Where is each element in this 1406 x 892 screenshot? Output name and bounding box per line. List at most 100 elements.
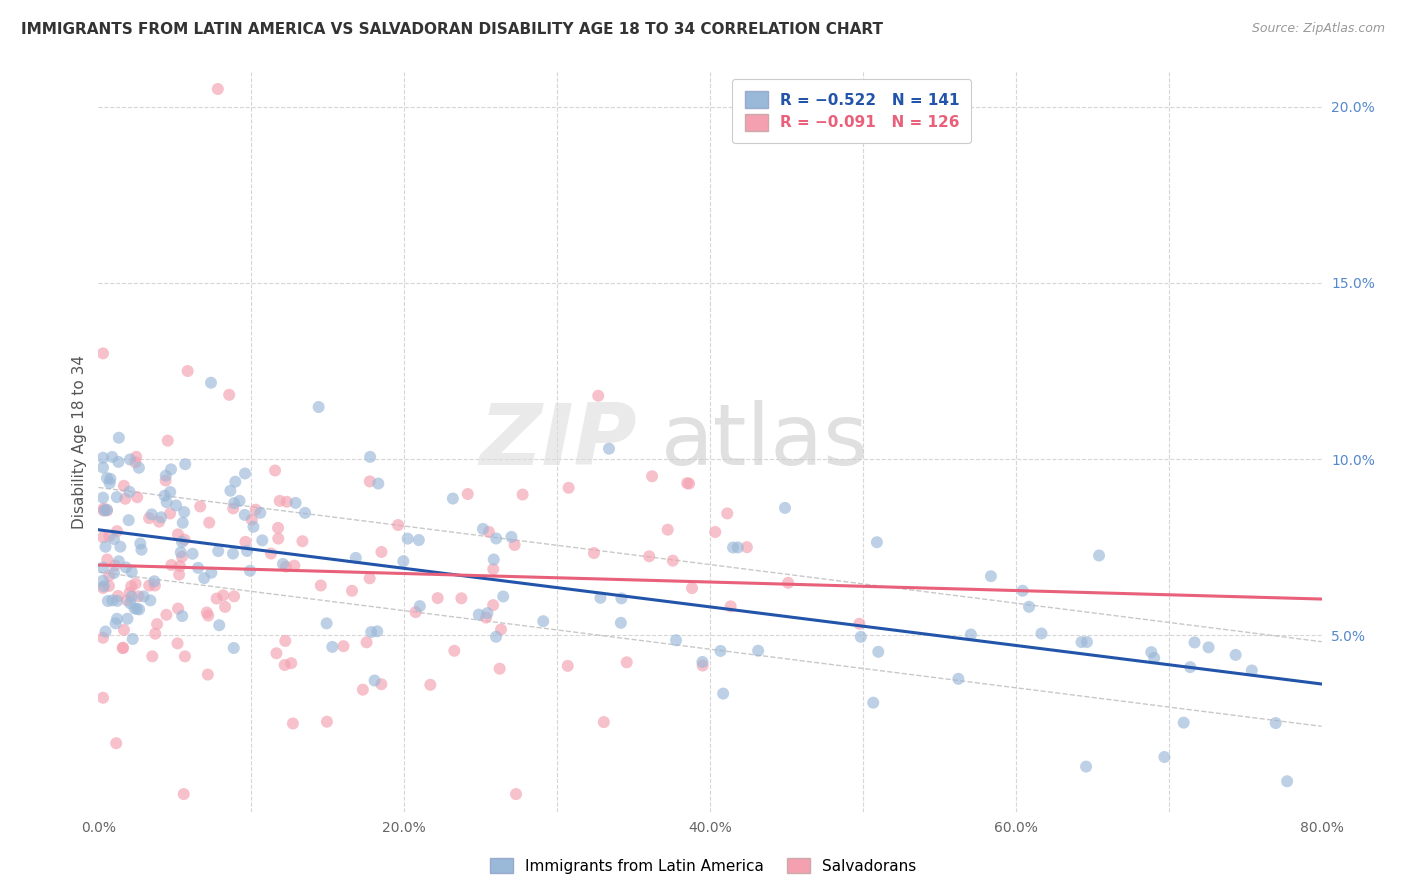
Point	[172, 609, 194, 624]
Point	[127, 490, 149, 504]
Point	[735, 540, 758, 554]
Point	[267, 532, 290, 546]
Point	[128, 602, 150, 616]
Point	[1180, 660, 1202, 674]
Point	[276, 495, 298, 509]
Point	[363, 673, 385, 688]
Point	[485, 532, 508, 546]
Point	[101, 593, 124, 607]
Point	[1173, 715, 1195, 730]
Point	[242, 520, 264, 534]
Point	[104, 558, 127, 573]
Point	[173, 533, 195, 547]
Point	[359, 475, 381, 489]
Point	[531, 614, 554, 628]
Point	[124, 601, 146, 615]
Point	[187, 561, 209, 575]
Point	[482, 562, 505, 576]
Point	[1275, 774, 1298, 789]
Point	[662, 554, 685, 568]
Point	[146, 617, 169, 632]
Point	[360, 625, 382, 640]
Point	[589, 591, 612, 605]
Point	[98, 568, 121, 582]
Legend: Immigrants from Latin America, Salvadorans: Immigrants from Latin America, Salvadora…	[484, 852, 922, 880]
Point	[118, 513, 141, 527]
Point	[224, 475, 246, 489]
Point	[308, 400, 330, 414]
Point	[1240, 664, 1263, 678]
Point	[610, 591, 633, 606]
Text: Source: ZipAtlas.com: Source: ZipAtlas.com	[1251, 22, 1385, 36]
Point	[352, 682, 374, 697]
Point	[1184, 635, 1206, 649]
Point	[160, 558, 183, 572]
Point	[512, 487, 534, 501]
Point	[657, 523, 679, 537]
Point	[441, 491, 464, 506]
Point	[866, 535, 889, 549]
Point	[709, 644, 731, 658]
Point	[167, 527, 190, 541]
Point	[1070, 635, 1092, 649]
Point	[104, 616, 127, 631]
Point	[115, 593, 138, 607]
Point	[264, 464, 287, 478]
Point	[392, 554, 415, 568]
Point	[239, 564, 262, 578]
Point	[91, 450, 114, 465]
Point	[405, 605, 427, 619]
Point	[170, 549, 193, 564]
Point	[118, 484, 141, 499]
Point	[273, 658, 295, 673]
Point	[610, 615, 633, 630]
Point	[233, 508, 256, 522]
Point	[170, 545, 193, 559]
Point	[716, 507, 738, 521]
Point	[340, 583, 363, 598]
Point	[96, 552, 118, 566]
Point	[266, 646, 288, 660]
Point	[94, 540, 117, 554]
Point	[676, 476, 699, 491]
Point	[849, 630, 872, 644]
Point	[616, 656, 638, 670]
Point	[155, 607, 177, 622]
Point	[169, 559, 191, 574]
Point	[91, 581, 114, 595]
Point	[150, 510, 173, 524]
Point	[97, 579, 120, 593]
Point	[638, 549, 661, 564]
Point	[121, 632, 143, 646]
Point	[557, 481, 579, 495]
Point	[704, 524, 727, 539]
Point	[94, 624, 117, 639]
Point	[96, 471, 118, 485]
Point	[681, 581, 703, 595]
Point	[205, 591, 228, 606]
Point	[692, 655, 714, 669]
Point	[170, 535, 193, 549]
Point	[141, 649, 163, 664]
Point	[93, 503, 115, 517]
Point	[222, 547, 245, 561]
Point	[598, 442, 620, 456]
Point	[359, 571, 381, 585]
Point	[1198, 640, 1220, 655]
Point	[143, 578, 166, 592]
Point	[138, 578, 160, 592]
Point	[91, 631, 114, 645]
Point	[107, 589, 129, 603]
Point	[501, 530, 523, 544]
Point	[153, 489, 176, 503]
Point	[503, 538, 526, 552]
Point	[172, 516, 194, 530]
Point	[280, 656, 302, 670]
Point	[284, 496, 307, 510]
Point	[283, 558, 305, 573]
Point	[167, 567, 190, 582]
Point	[315, 616, 337, 631]
Point	[367, 476, 389, 491]
Point	[1143, 651, 1166, 665]
Point	[557, 659, 579, 673]
